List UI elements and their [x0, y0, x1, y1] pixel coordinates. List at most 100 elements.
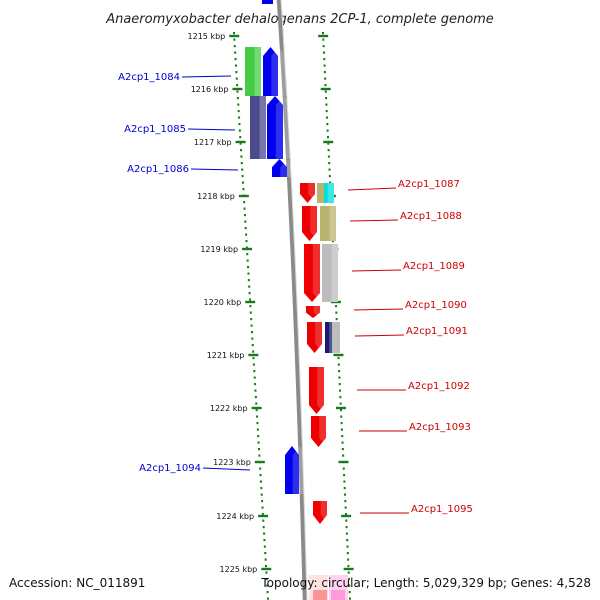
cog-category-block	[332, 322, 340, 353]
gene-arrow	[300, 183, 315, 203]
guide-dot	[251, 344, 254, 347]
guide-dot	[258, 454, 261, 457]
guide-dot	[257, 441, 260, 444]
tick-label: 1216 kbp	[191, 85, 229, 94]
guide-dot	[348, 597, 351, 600]
guide-dot	[246, 253, 249, 256]
tick-label: 1218 kbp	[197, 192, 235, 201]
gene-label-leader	[187, 128, 236, 131]
guide-dot	[241, 168, 244, 171]
guide-dot	[243, 214, 246, 217]
gene-arrow	[309, 367, 324, 414]
gene-arrow	[306, 306, 320, 318]
guide-dot	[254, 396, 257, 399]
guide-dot	[248, 285, 251, 288]
guide-dot	[249, 311, 252, 314]
guide-dot	[239, 136, 242, 139]
cog-category-block	[245, 47, 261, 96]
gene-label: A2cp1_1089	[403, 261, 465, 272]
tick-mark-left	[261, 567, 272, 571]
guide-dot	[266, 597, 269, 600]
cog-category-shine	[254, 47, 261, 96]
guide-dot	[263, 545, 266, 548]
guide-dot	[338, 370, 341, 373]
guide-dot	[331, 240, 334, 243]
sequence-backbone-highlight	[280, 0, 308, 600]
gene-label: A2cp1_1088	[400, 211, 462, 222]
guide-dot	[233, 32, 235, 35]
sequence-backbone	[276, 0, 308, 600]
guide-dot	[240, 149, 243, 152]
tick-label: 1219 kbp	[200, 245, 238, 254]
guide-dot	[265, 578, 268, 581]
guide-dot	[244, 220, 247, 223]
guide-dot	[328, 175, 331, 178]
guide-dot	[338, 376, 341, 379]
guide-dot	[328, 168, 331, 171]
gene-label: A2cp1_1093	[409, 422, 471, 433]
guide-dot	[238, 129, 241, 132]
category-edge-shade	[329, 575, 348, 600]
guide-dot	[247, 266, 250, 269]
guide-dot	[339, 389, 342, 392]
guide-dot	[335, 318, 338, 321]
tick-label: 1225 kbp	[220, 565, 258, 574]
tick-mark-left	[251, 406, 262, 410]
guide-dot	[253, 370, 256, 373]
gene-label: A2cp1_1087	[398, 179, 460, 190]
guide-dot	[256, 415, 259, 418]
guide-dot	[255, 409, 258, 412]
guide-dot	[327, 149, 330, 152]
guide-dot	[259, 474, 262, 477]
tick-label: 1223 kbp	[213, 458, 251, 467]
gene-arrow	[307, 322, 322, 353]
guide-dot	[244, 227, 247, 230]
gene-label: A2cp1_1084	[118, 72, 180, 83]
gene-label: A2cp1_1095	[411, 504, 473, 515]
guide-dot	[254, 383, 257, 386]
guide-dot	[325, 97, 328, 100]
gene-label-leader	[202, 467, 251, 471]
guide-dot	[340, 428, 343, 431]
guide-dot	[240, 155, 243, 158]
guide-dot	[324, 84, 327, 87]
gene-label-leader	[181, 75, 232, 78]
cog-category-block	[320, 206, 336, 241]
gene-label: A2cp1_1091	[406, 326, 468, 337]
guide-dot	[245, 233, 248, 236]
guide-dot	[237, 110, 240, 113]
guide-dot	[344, 500, 347, 503]
gene-arrow-edge-top	[262, 0, 273, 4]
guide-dot	[259, 467, 262, 470]
guide-dot	[240, 162, 243, 165]
guide-dot	[247, 279, 250, 282]
cog-category-shine	[329, 322, 332, 353]
guide-dot	[339, 402, 342, 405]
guide-dot	[264, 558, 267, 561]
cog-category-shine	[259, 96, 266, 159]
gene-label: A2cp1_1086	[127, 164, 189, 175]
gene-arrow-shine	[280, 159, 296, 177]
guide-dot	[250, 324, 253, 327]
guide-dot	[256, 428, 259, 431]
guide-dot	[325, 110, 328, 113]
gene-arrow	[272, 159, 287, 177]
guide-dot	[339, 396, 342, 399]
guide-dot	[252, 350, 255, 353]
gene-label-leader	[349, 219, 399, 222]
guide-dot	[247, 272, 250, 275]
guide-dot	[257, 435, 260, 438]
gene-label-leader	[347, 187, 397, 191]
gene-label: A2cp1_1090	[405, 300, 467, 311]
guide-dot	[341, 435, 344, 438]
track-guide-outer-left	[233, 32, 269, 600]
guide-dot	[249, 305, 252, 308]
tick-mark-right	[343, 567, 354, 571]
guide-dot	[323, 64, 326, 67]
guide-dot	[235, 77, 238, 80]
guide-dot	[327, 142, 330, 145]
cog-category-block	[317, 183, 324, 203]
tick-label: 1215 kbp	[188, 32, 226, 41]
gene-edge-shade	[309, 575, 328, 600]
